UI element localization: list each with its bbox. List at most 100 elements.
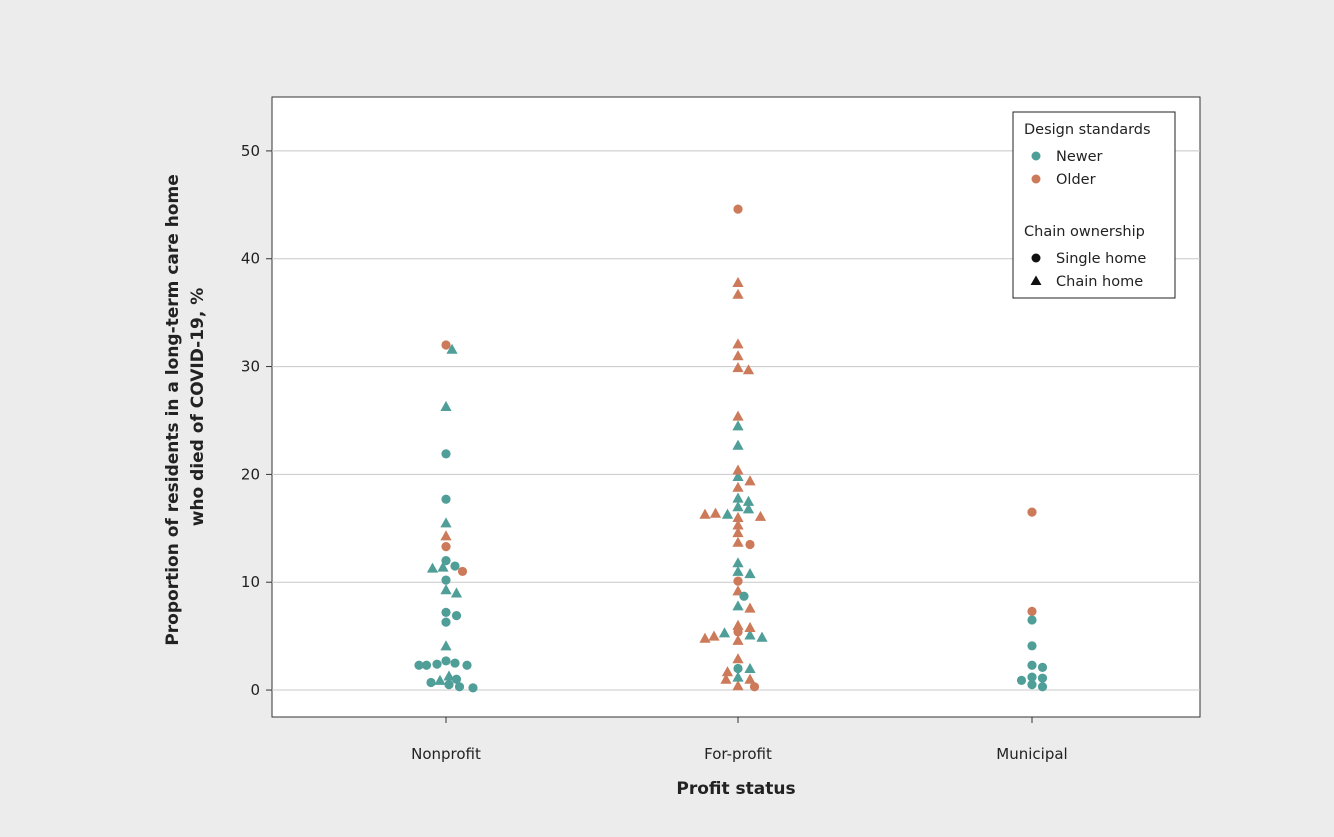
data-point-for-profit-34 (749, 682, 760, 692)
data-point-for-profit-53 (732, 585, 744, 596)
legend-chain-home-label: Chain home (1056, 274, 1143, 290)
legend: Design standards Newer Older Chain owner… (1012, 111, 1176, 299)
data-point-for-profit-84 (732, 276, 744, 287)
data-point-for-profit-35 (720, 673, 732, 684)
data-point-municipal-92 (1037, 662, 1048, 673)
data-point-for-profit-67 (742, 503, 755, 514)
data-point-nonprofit-16 (451, 611, 462, 621)
data-point-for-profit-68 (754, 510, 767, 521)
data-points (414, 204, 1048, 693)
data-point-for-profit-49 (732, 619, 744, 630)
y-tick-label-30: 30 (241, 358, 260, 376)
data-point-for-profit-60 (745, 539, 755, 550)
data-point-nonprofit-3 (444, 680, 454, 690)
data-point-nonprofit-22 (441, 556, 451, 566)
data-point-municipal-88 (1027, 672, 1037, 682)
data-point-for-profit-48 (756, 631, 768, 642)
y-axis-title-line-1: Proportion of residents in a long-term c… (163, 174, 183, 645)
data-point-nonprofit-28 (441, 494, 451, 504)
y-axis-title-line-2: who died of COVID-19, % (188, 288, 208, 527)
data-point-municipal-95 (1027, 606, 1037, 616)
data-point-nonprofit-2 (443, 670, 455, 681)
x-axis-title: Profit status (676, 779, 795, 799)
data-point-nonprofit-19 (441, 575, 451, 585)
y-tick-label-20: 20 (241, 465, 260, 483)
y-axis-title: Proportion of residents in a long-term c… (163, 168, 208, 645)
data-point-nonprofit-12 (462, 660, 472, 670)
data-point-nonprofit-11 (450, 658, 460, 668)
data-point-nonprofit-17 (440, 584, 452, 595)
legend-chain-title: Chain ownership (1024, 224, 1145, 240)
data-point-for-profit-39 (733, 663, 743, 674)
legend-older-label: Older (1056, 172, 1096, 188)
x-tick-label-municipal: Municipal (996, 745, 1067, 763)
y-tick-label-50: 50 (241, 142, 260, 160)
data-point-nonprofit-1 (434, 674, 446, 685)
data-point-for-profit-69 (732, 501, 744, 512)
data-point-for-profit-54 (739, 591, 749, 601)
data-point-for-profit-77 (732, 420, 744, 431)
data-point-nonprofit-0 (426, 677, 436, 688)
y-tick-label-40: 40 (241, 250, 260, 268)
data-point-for-profit-78 (732, 410, 744, 421)
data-point-for-profit-38 (721, 666, 734, 677)
data-point-nonprofit-7 (414, 660, 424, 670)
data-point-for-profit-44 (718, 627, 731, 638)
y-axis-ticks: 0 10 20 30 40 50 (241, 142, 272, 699)
data-point-nonprofit-27 (440, 517, 452, 528)
data-point-municipal-87 (1027, 680, 1037, 690)
data-point-nonprofit-6 (468, 683, 478, 693)
data-point-for-profit-66 (732, 511, 744, 523)
data-point-for-profit-64 (709, 507, 722, 518)
data-point-for-profit-82 (732, 338, 744, 349)
data-point-for-profit-58 (732, 557, 744, 568)
data-point-municipal-96 (1027, 507, 1037, 517)
legend-single-home-label: Single home (1056, 251, 1146, 267)
data-point-for-profit-79 (732, 362, 744, 373)
data-point-nonprofit-18 (450, 587, 463, 598)
data-point-for-profit-85 (733, 204, 743, 214)
data-point-for-profit-61 (732, 527, 744, 538)
data-point-for-profit-42 (699, 632, 711, 643)
data-point-for-profit-65 (721, 508, 734, 519)
data-point-for-profit-37 (744, 673, 756, 684)
data-point-nonprofit-4 (451, 674, 462, 684)
data-point-for-profit-52 (744, 602, 756, 613)
legend-design-title: Design standards (1024, 122, 1151, 138)
data-point-nonprofit-15 (441, 607, 451, 618)
data-point-nonprofit-31 (441, 340, 451, 350)
data-point-nonprofit-9 (432, 659, 442, 669)
x-axis-ticks: Nonprofit For-profit Municipal (411, 717, 1068, 763)
data-point-for-profit-55 (733, 576, 743, 586)
data-point-for-profit-76 (732, 439, 744, 450)
legend-chain-home-marker (1030, 275, 1042, 285)
data-point-nonprofit-8 (421, 660, 432, 670)
data-point-municipal-93 (1027, 641, 1037, 651)
data-point-nonprofit-21 (437, 561, 449, 572)
data-point-nonprofit-14 (441, 617, 451, 627)
data-point-for-profit-70 (742, 495, 755, 506)
data-point-nonprofit-23 (450, 561, 460, 571)
data-point-nonprofit-25 (441, 542, 451, 552)
data-point-nonprofit-26 (440, 530, 452, 541)
data-point-for-profit-63 (699, 508, 711, 519)
data-point-for-profit-41 (732, 653, 744, 664)
y-tick-label-10: 10 (241, 573, 260, 591)
legend-newer-marker (1031, 151, 1041, 161)
data-point-for-profit-43 (708, 630, 720, 641)
x-tick-label-nonprofit: Nonprofit (411, 745, 481, 763)
legend-single-home-marker (1031, 253, 1041, 263)
data-point-for-profit-47 (744, 629, 756, 640)
data-point-nonprofit-10 (441, 656, 451, 666)
data-point-nonprofit-32 (446, 343, 458, 354)
data-point-for-profit-62 (732, 519, 744, 530)
data-point-for-profit-73 (732, 470, 744, 482)
data-point-for-profit-40 (744, 662, 756, 673)
data-point-municipal-94 (1027, 615, 1037, 625)
y-tick-label-0: 0 (250, 681, 260, 699)
data-point-for-profit-72 (732, 481, 744, 492)
data-point-for-profit-57 (744, 567, 756, 579)
data-point-for-profit-33 (732, 680, 744, 691)
